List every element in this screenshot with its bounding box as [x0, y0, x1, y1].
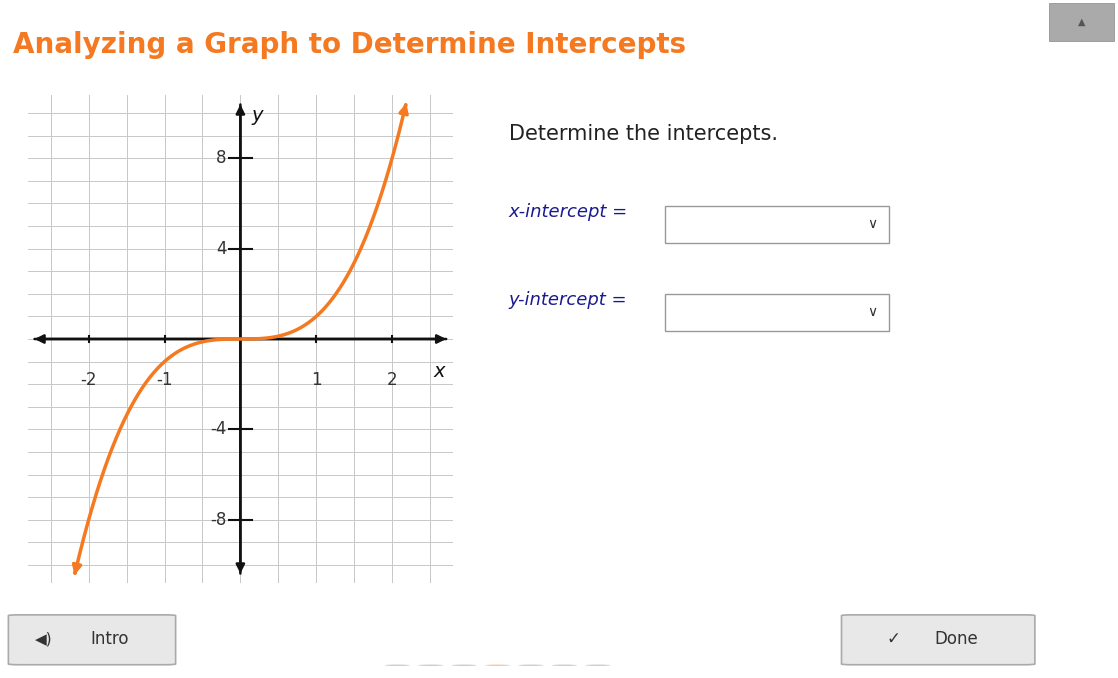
FancyBboxPatch shape	[665, 206, 889, 243]
Text: y-intercept =: y-intercept =	[509, 291, 627, 309]
Text: ◀): ◀)	[35, 631, 53, 647]
Text: Done: Done	[935, 630, 978, 648]
FancyBboxPatch shape	[1049, 3, 1115, 41]
FancyBboxPatch shape	[842, 615, 1035, 664]
FancyBboxPatch shape	[665, 294, 889, 331]
Text: -2: -2	[80, 371, 97, 388]
Text: -4: -4	[210, 420, 227, 439]
Text: y: y	[252, 106, 263, 125]
FancyBboxPatch shape	[8, 615, 176, 664]
Text: 1: 1	[311, 371, 322, 388]
Text: x: x	[434, 361, 445, 380]
Text: Determine the intercepts.: Determine the intercepts.	[509, 124, 778, 144]
Text: ✓: ✓	[887, 630, 901, 648]
Text: Analyzing a Graph to Determine Intercepts: Analyzing a Graph to Determine Intercept…	[12, 31, 685, 60]
Text: -8: -8	[210, 511, 227, 529]
Text: Intro: Intro	[91, 630, 129, 648]
Text: ∨: ∨	[866, 218, 878, 231]
Text: 8: 8	[216, 149, 227, 167]
Text: 4: 4	[216, 239, 227, 258]
Text: ▲: ▲	[1078, 17, 1086, 26]
Text: ∨: ∨	[866, 305, 878, 319]
Text: -1: -1	[157, 371, 173, 388]
Text: 2: 2	[387, 371, 397, 388]
Text: x-intercept =: x-intercept =	[509, 203, 628, 221]
